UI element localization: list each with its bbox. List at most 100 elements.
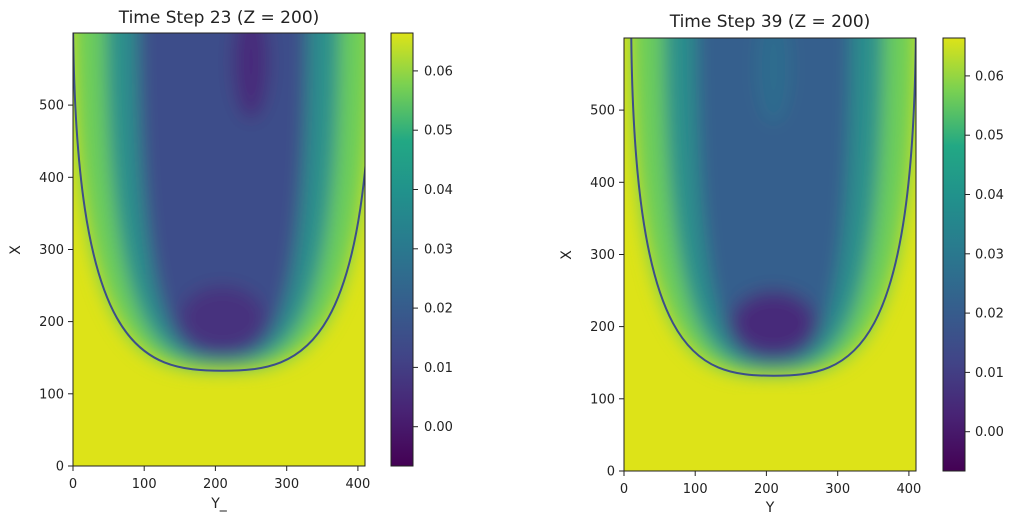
chart-1-xtick-label: 200 (203, 477, 228, 492)
chart-2-ytick-label: 200 (590, 320, 615, 335)
chart-1-ytick-label: 100 (39, 387, 64, 402)
chart-2-ylabel: X (559, 250, 575, 260)
chart-2-xtick-label: 300 (825, 482, 850, 497)
chart-1-core (137, 33, 308, 360)
chart-1-cbar-tick: 0.02 (413, 302, 453, 317)
chart-2-xtick-label: 200 (754, 482, 779, 497)
chart-2-cbar-tick-label: 0.06 (975, 69, 1004, 84)
chart-2-ytick-label: 400 (590, 176, 615, 191)
chart-1-xtick: 400 (345, 466, 370, 492)
chart-2-xtick-label: 0 (620, 482, 628, 497)
chart-1-plot-area (73, 33, 365, 466)
chart-2-cbar-tick-label: 0.02 (975, 307, 1004, 322)
chart-1-cbar-tick: 0.01 (413, 361, 453, 376)
chart-1-ytick-label: 500 (39, 99, 64, 114)
chart-2-ytick: 400 (590, 176, 624, 191)
chart-2-title: Time Step 39 (Z = 200) (669, 12, 871, 32)
chart-2-ytick: 200 (590, 320, 624, 335)
chart-2-core (695, 38, 852, 365)
chart-1-ylabel: X (8, 245, 24, 255)
chart-2-xtick: 300 (825, 471, 850, 497)
chart-1-ytick: 100 (39, 387, 73, 402)
chart-2-cbar-tick: 0.03 (965, 247, 1004, 262)
chart-1-cavity-edge (73, 33, 365, 372)
chart-1-ytick: 300 (39, 243, 73, 258)
chart-2-ytick: 300 (590, 248, 624, 263)
chart-1-cbar-tick: 0.05 (413, 124, 453, 139)
chart-1-cavity-field (73, 33, 365, 371)
chart-1-ytick-label: 0 (56, 460, 64, 475)
chart-2-colorbar-gradient (942, 37, 966, 472)
chart-2-xtick-label: 400 (896, 482, 921, 497)
chart-1-cbar-tick-label: 0.04 (424, 183, 453, 198)
chart-1-ytick: 400 (39, 171, 73, 186)
chart-2-cbar-tick-label: 0.00 (975, 425, 1004, 440)
chart-2-cbar-tick: 0.04 (965, 188, 1004, 203)
chart-1-deep-core (179, 285, 266, 351)
chart-2-cbar-tick: 0.00 (965, 425, 1004, 440)
chart-1-xaxis: 0 100 200 300 400 Y_ (69, 466, 370, 512)
chart-1-top-minimum (233, 33, 269, 120)
chart-panel-2: Time Step 39 (Z = 200) 0 100 200 300 400… (559, 12, 1004, 516)
chart-2-ytick-label: 100 (590, 392, 615, 407)
chart-1-cbar-tick: 0.00 (413, 420, 453, 435)
chart-1-xtick: 300 (274, 466, 299, 492)
chart-2-cavity-field (631, 38, 916, 376)
chart-1-cbar-tick-label: 0.02 (424, 302, 453, 317)
chart-1-ytick: 200 (39, 315, 73, 330)
chart-1-ytick-label: 300 (39, 243, 64, 258)
chart-2-ytick: 0 (607, 465, 624, 480)
chart-2-xtick: 200 (754, 471, 779, 497)
chart-2-ytick: 500 (590, 104, 624, 119)
chart-2-xlabel: Y (765, 500, 775, 516)
chart-1-xtick: 200 (203, 466, 228, 492)
chart-2-deep-core (730, 290, 817, 356)
chart-2-plot-area (624, 38, 916, 471)
chart-2-xtick: 400 (896, 471, 921, 497)
chart-1-xtick: 0 (69, 466, 77, 492)
chart-1-ytick: 0 (56, 460, 73, 475)
chart-2-ytick-label: 500 (590, 104, 615, 119)
chart-2-ytick-label: 0 (607, 465, 615, 480)
chart-1-colorbar-gradient (390, 32, 414, 467)
chart-1-title: Time Step 23 (Z = 200) (118, 8, 320, 28)
chart-2-cbar-tick-label: 0.01 (975, 366, 1004, 381)
chart-1-cbar-tick-label: 0.01 (424, 361, 453, 376)
chart-2-cbar-tick: 0.06 (965, 69, 1004, 84)
chart-2-cbar-tick-label: 0.03 (975, 247, 1004, 262)
chart-2-xtick-label: 100 (683, 482, 708, 497)
chart-1-xtick-label: 0 (69, 477, 77, 492)
chart-2-cbar-tick: 0.05 (965, 129, 1004, 144)
chart-1-cbar-tick: 0.04 (413, 183, 453, 198)
chart-1-cbar-tick-label: 0.06 (424, 64, 453, 79)
chart-2-cbar-tick: 0.02 (965, 307, 1004, 322)
chart-2-cbar-tick-label: 0.05 (975, 129, 1004, 144)
chart-1-ytick-label: 400 (39, 171, 64, 186)
chart-2-cbar-tick-label: 0.04 (975, 188, 1004, 203)
chart-1-yaxis: 0 100 200 300 400 500 X (8, 99, 73, 475)
chart-2-ytick-label: 300 (590, 248, 615, 263)
chart-1-xtick: 100 (132, 466, 157, 492)
chart-1-xtick-label: 100 (132, 477, 157, 492)
chart-2-xtick: 0 (620, 471, 628, 497)
chart-1-ytick: 500 (39, 99, 73, 114)
chart-1-ytick-label: 200 (39, 315, 64, 330)
chart-panel-1: Time Step 23 (Z = 200) 0 100 200 300 400… (8, 8, 453, 512)
chart-2-colorbar: 0.00 0.01 0.02 0.03 0.04 0.05 0.06 (942, 37, 1004, 472)
chart-2-xtick: 100 (683, 471, 708, 497)
chart-2-cbar-tick: 0.01 (965, 366, 1004, 381)
chart-1-xtick-label: 300 (274, 477, 299, 492)
chart-2-ytick: 100 (590, 392, 624, 407)
chart-1-colorbar: 0.00 0.01 0.02 0.03 0.04 0.05 0.06 (390, 32, 453, 467)
chart-1-cbar-tick: 0.03 (413, 242, 453, 257)
chart-2-yaxis: 0 100 200 300 400 500 X (559, 104, 624, 480)
chart-1-cbar-tick-label: 0.03 (424, 242, 453, 257)
chart-1-xtick-label: 400 (345, 477, 370, 492)
chart-1-cbar-tick-label: 0.05 (424, 124, 453, 139)
chart-1-cbar-tick-label: 0.00 (424, 420, 453, 435)
chart-2-cavity-edge (630, 38, 916, 377)
chart-1-cbar-tick: 0.06 (413, 64, 453, 79)
chart-2-top-minimum (755, 38, 792, 125)
chart-2-xaxis: 0 100 200 300 400 Y (620, 471, 921, 516)
